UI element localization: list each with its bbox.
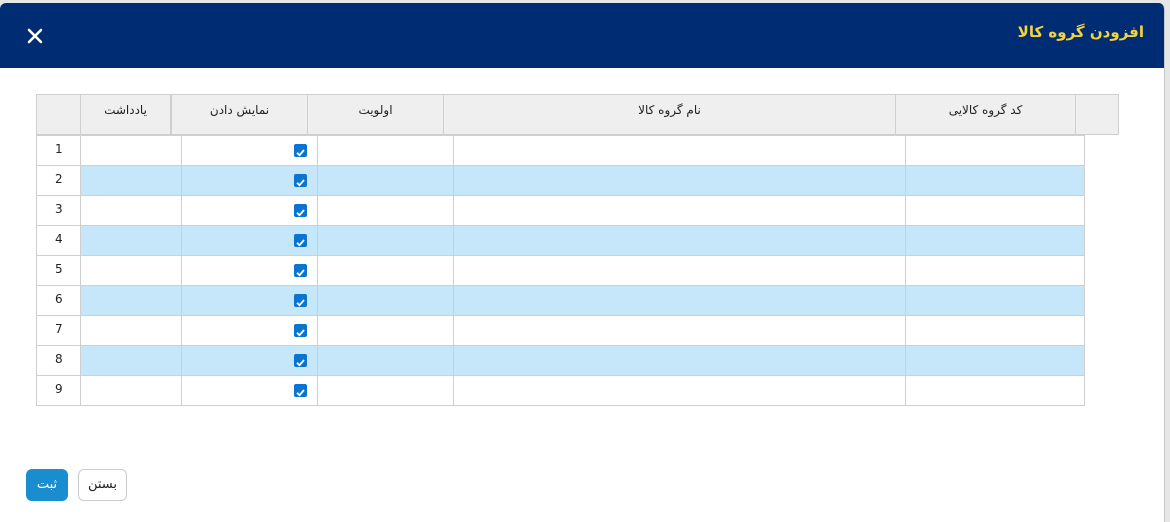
grid-cell — [905, 195, 1085, 226]
grid-cell — [453, 285, 906, 316]
grid-cell — [80, 285, 182, 316]
checkbox[interactable] — [294, 294, 307, 307]
checkbox[interactable] — [294, 174, 307, 187]
dialog: افزودن گروه کالا کد گروه کالایی نام گروه … — [0, 3, 1165, 522]
grid-cell — [905, 255, 1085, 286]
grid-cell — [317, 225, 454, 256]
grid-cell — [905, 225, 1085, 256]
grid-cell — [80, 135, 182, 166]
checkbox[interactable] — [294, 354, 307, 367]
grid-cell — [905, 315, 1085, 346]
grid-cell — [80, 225, 182, 256]
grid-cell — [453, 315, 906, 346]
row-number: 7 — [36, 315, 81, 346]
grid-cell — [453, 195, 906, 226]
grid-cell — [453, 165, 906, 196]
row-number: 4 — [36, 225, 81, 256]
row-number: 9 — [36, 375, 81, 406]
checkbox[interactable] — [294, 384, 307, 397]
grid-cell — [905, 345, 1085, 376]
grid-cell — [80, 315, 182, 346]
grid-cell — [453, 255, 906, 286]
checkbox[interactable] — [294, 144, 307, 157]
grid-cell — [80, 255, 182, 286]
checkbox[interactable] — [294, 264, 307, 277]
submit-button[interactable]: ثبت — [26, 469, 68, 501]
column-header: اولویت — [307, 94, 444, 135]
grid-cell — [80, 165, 182, 196]
row-number: 8 — [36, 345, 81, 376]
grid-cell — [905, 285, 1085, 316]
checkbox[interactable] — [294, 234, 307, 247]
header-cell — [1075, 94, 1119, 135]
row-number: 2 — [36, 165, 81, 196]
grid-cell — [317, 285, 454, 316]
checkbox[interactable] — [294, 204, 307, 217]
grid-cell — [905, 375, 1085, 406]
dialog-title: افزودن گروه کالا — [1017, 23, 1144, 41]
grid-cell — [905, 135, 1085, 166]
column-header: نمایش دادن — [171, 94, 308, 135]
header-cell — [36, 94, 81, 135]
grid-cell — [317, 135, 454, 166]
dialog-header: افزودن گروه کالا — [0, 3, 1164, 68]
grid-cell — [317, 195, 454, 226]
row-number: 3 — [36, 195, 81, 226]
grid-cell — [317, 165, 454, 196]
column-header: یادداشت — [80, 94, 171, 135]
close-icon[interactable] — [26, 27, 44, 45]
grid-cell — [317, 375, 454, 406]
grid-cell — [905, 165, 1085, 196]
column-header: کد گروه کالایی — [895, 94, 1076, 135]
grid-cell — [80, 375, 182, 406]
grid-cell — [317, 345, 454, 376]
row-number: 5 — [36, 255, 81, 286]
grid-cell — [453, 375, 906, 406]
row-number: 1 — [36, 135, 81, 166]
grid-cell — [181, 255, 318, 286]
grid-cell — [317, 255, 454, 286]
grid-cell — [80, 195, 182, 226]
grid-cell — [453, 135, 906, 166]
checkbox[interactable] — [294, 324, 307, 337]
close-button[interactable]: بستن — [78, 469, 127, 501]
row-number: 6 — [36, 285, 81, 316]
grid-cell — [453, 345, 906, 376]
grid-cell — [80, 345, 182, 376]
grid-cell — [453, 225, 906, 256]
grid-cell — [317, 315, 454, 346]
column-header: نام گروه کالا — [443, 94, 896, 135]
